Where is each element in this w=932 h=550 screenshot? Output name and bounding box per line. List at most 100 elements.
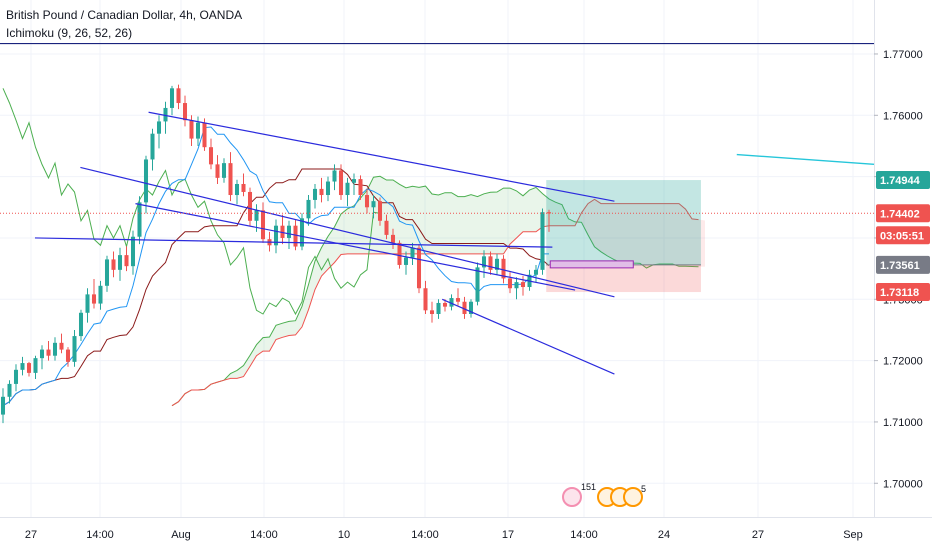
- candle-body: [273, 225, 279, 246]
- cloud-segment: [302, 284, 309, 327]
- candle-body: [520, 282, 526, 288]
- cloud-segment: [438, 192, 445, 254]
- candle-body: [52, 342, 58, 356]
- candle-body: [455, 298, 461, 302]
- candle-body: [169, 88, 175, 108]
- cloud-segment: [601, 203, 608, 257]
- candle-body: [26, 363, 32, 373]
- indicator-label[interactable]: Ichimoku (9, 26, 52, 26): [6, 26, 133, 40]
- cloud-segment: [276, 323, 283, 340]
- candle-body: [540, 212, 545, 270]
- candle-body: [429, 310, 435, 315]
- trendline: [135, 203, 576, 291]
- event-markers: 151 5: [562, 482, 646, 507]
- cloud-segment: [328, 226, 335, 270]
- cloud-segment: [464, 194, 471, 254]
- candle-body: [468, 301, 474, 315]
- candle-body: [228, 163, 233, 196]
- candle-body: [33, 358, 38, 373]
- price-tick-label: 1.76000: [883, 110, 923, 122]
- time-tick-label: 14:00: [570, 529, 598, 541]
- candle-body: [234, 183, 240, 196]
- candle-body: [137, 202, 142, 237]
- candle-body: [403, 257, 409, 265]
- candle-body: [501, 258, 506, 279]
- event-flag-icon: [562, 487, 582, 507]
- cloud-segment: [620, 203, 627, 264]
- cloud-segment: [555, 202, 562, 226]
- candle-body: [130, 236, 136, 267]
- cloud-segment: [666, 203, 673, 265]
- candle-body: [390, 234, 396, 243]
- cloud-segment: [497, 188, 504, 254]
- cloud-segment: [672, 203, 679, 267]
- leading-span-a: [171, 175, 699, 407]
- candle-body: [254, 210, 259, 221]
- candle-body: [163, 107, 168, 122]
- time-tick-label: 17: [502, 529, 514, 541]
- price-tag-label: 1.74944: [880, 175, 921, 187]
- candle-body: [85, 294, 90, 313]
- candle-body: [462, 301, 467, 315]
- cloud-segment: [334, 214, 341, 263]
- price-tick-label: 1.71000: [883, 417, 923, 429]
- cloud-segment: [237, 365, 244, 379]
- event-flag-icon: [623, 487, 643, 507]
- position-label-box: [549, 260, 634, 269]
- cloud-segment: [347, 205, 354, 254]
- cloud-segment: [653, 203, 660, 265]
- candle-body: [325, 181, 331, 196]
- candle-body: [241, 183, 246, 192]
- price-tag-label: 1.74402: [880, 208, 920, 220]
- chart-legend: British Pound / Canadian Dollar, 4h, OAN…: [6, 6, 242, 42]
- candle-body: [247, 191, 253, 221]
- candle-body: [156, 121, 162, 134]
- candle-body: [280, 225, 285, 238]
- candle-body: [416, 247, 422, 289]
- candle-body: [377, 201, 383, 221]
- cloud-segment: [510, 188, 517, 245]
- candle-body: [319, 188, 324, 196]
- price-tag-countdown: [876, 226, 930, 245]
- candle-body: [20, 363, 25, 370]
- price-tick-label: 1.77000: [883, 49, 923, 61]
- candle-body: [39, 349, 45, 359]
- candle-body: [423, 288, 428, 311]
- candle-body: [150, 133, 155, 160]
- price-tag-entry: [876, 255, 930, 274]
- cloud-segment: [659, 203, 666, 265]
- cloud-segment: [588, 199, 595, 247]
- candle-body: [371, 201, 376, 208]
- time-tick-label: 27: [752, 529, 764, 541]
- price-tick-label: 1.70000: [883, 478, 923, 490]
- candle-body: [189, 120, 194, 139]
- cloud-segment: [679, 203, 686, 267]
- candle-body: [7, 383, 12, 397]
- plot-area: [0, 0, 874, 517]
- trendline: [148, 111, 615, 202]
- cloud-segment: [685, 209, 692, 267]
- time-tick-label: 14:00: [411, 529, 439, 541]
- time-tick-label: 27: [25, 529, 37, 541]
- cloud-segment: [230, 370, 237, 379]
- candle-body: [286, 225, 292, 238]
- candle-body: [481, 256, 487, 268]
- price-tags: 1.74944 1.74402 03:05:51 1.73561 1.73118: [876, 171, 930, 302]
- candle-body: [13, 369, 19, 384]
- price-tag-label: 1.73118: [880, 287, 919, 299]
- cloud-segment: [698, 219, 705, 267]
- price-tag-tp: [876, 171, 930, 190]
- cloud-segment: [633, 203, 640, 264]
- candle-body: [397, 242, 402, 265]
- candle-body: [299, 218, 305, 247]
- candle-body: [117, 255, 123, 270]
- candle-body: [494, 258, 500, 270]
- cloud-segment: [451, 192, 458, 254]
- cloud-segment: [289, 320, 296, 336]
- price-tag-label: 1.73561: [880, 260, 920, 272]
- symbol-title[interactable]: British Pound / Canadian Dollar, 4h, OAN…: [6, 8, 243, 22]
- base-line: [2, 168, 550, 407]
- cloud-segment: [425, 186, 432, 254]
- cloud-segment: [295, 306, 302, 335]
